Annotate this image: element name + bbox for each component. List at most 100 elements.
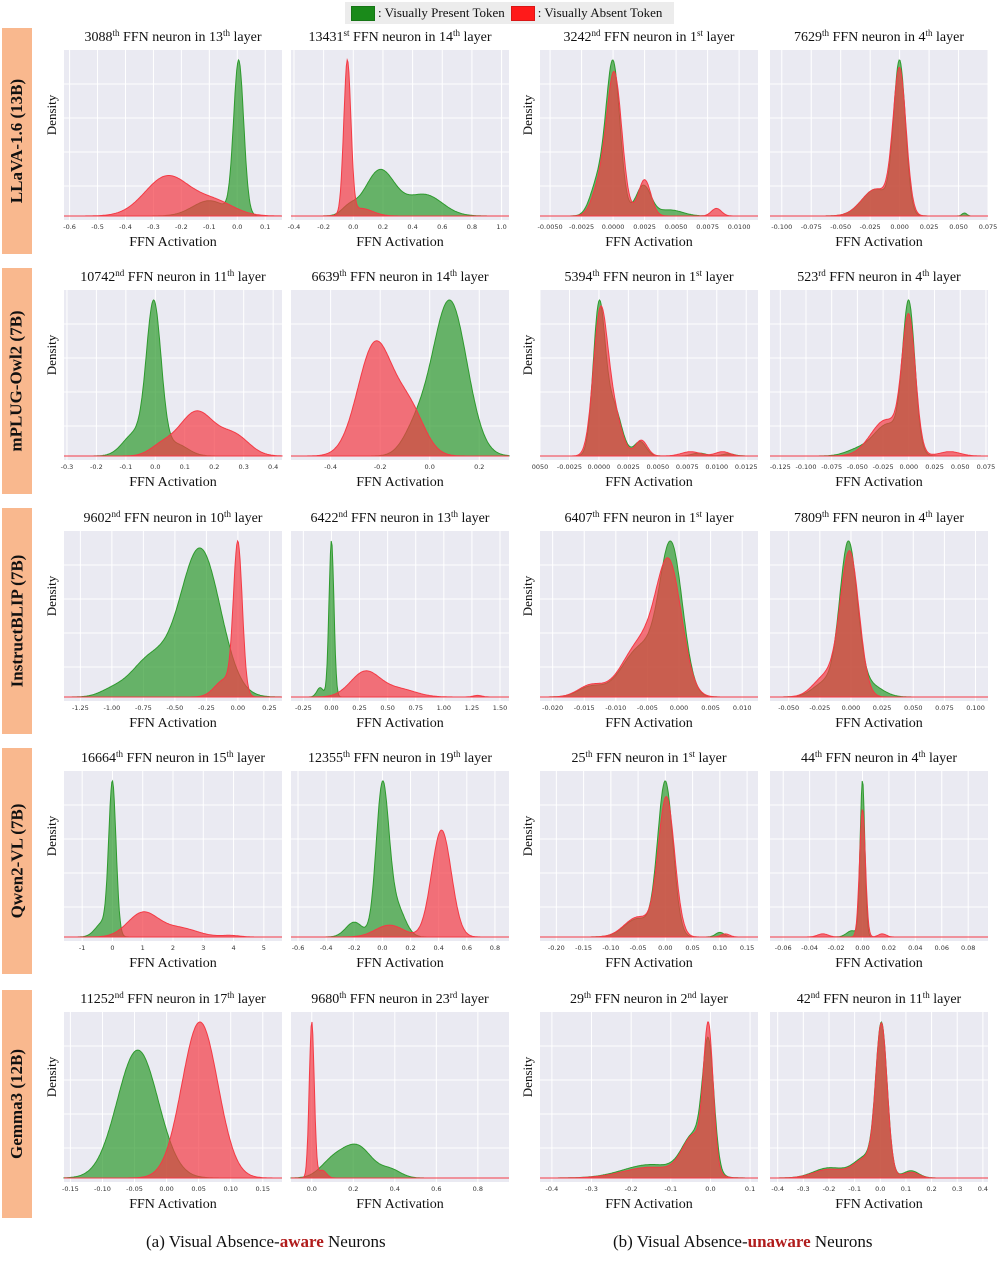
x-axis-label: FFN Activation [356,716,444,731]
series-visually-absent [770,66,988,217]
x-tick-label: -0.05 [126,1185,143,1193]
x-tick-label: -0.4 [119,223,132,231]
panel-title: 3242nd​ FFN neuron in 1st​ layer [564,28,735,45]
x-axis-label: FFN Activation [605,235,693,250]
density-panel: -0.06 -0.04 -0.02 0.00 0.02 0.04 0.06 0.08 FFN A… [770,749,988,971]
x-tick-label: 1.50 [493,704,507,712]
x-tick-label: -0.2 [175,223,188,231]
density-panel: -0.20 -0.15 -0.10 -0.05 0.00 0.05 0.10 0.15 FFN … [520,749,758,971]
x-tick-label: 5 [262,944,266,952]
x-tick-label: -0.0050 [538,223,563,231]
y-axis-label: Density [44,94,59,135]
x-tick-label: 0.50 [380,704,394,712]
x-tick-label: 0.1 [745,1185,755,1193]
x-tick-label: 0.2 [348,1185,358,1193]
x-tick-label: -0.6 [63,223,76,231]
x-tick-label: 0.00 [855,944,869,952]
panel-title: 13431st​ FFN neuron in 14th​ layer [309,28,492,45]
x-tick-label: 1 [141,944,145,952]
x-tick-label: 0.0050 [665,223,688,231]
x-tick-label: 0.000 [890,223,909,231]
x-tick-label: 0.0 [425,463,435,471]
x-tick-label: -0.3 [147,223,160,231]
series-visually-absent [291,670,509,698]
x-tick-label: 0.04 [908,944,922,952]
x-axis-label: FFN Activation [835,235,923,250]
x-tick-label: -0.025 [860,223,881,231]
x-tick-label: -0.100 [771,223,792,231]
x-tick-label: -0.2 [823,1185,836,1193]
x-tick-label: 0.00 [159,1185,173,1193]
x-axis-label: FFN Activation [356,475,444,490]
series-visually-absent [291,58,509,217]
x-tick-label: -0.05 [630,944,647,952]
x-tick-label: 0.0 [348,223,358,231]
x-axis-label: FFN Activation [356,235,444,250]
x-tick-label: 0.25 [352,704,366,712]
x-tick-label: 0.025 [925,463,944,471]
y-axis-label: Density [44,1056,59,1097]
density-panel: 0.0 0.2 0.4 0.6 0.8 FFN Activation 9680th​ FFN… [290,990,509,1212]
x-tick-label: 0.06 [935,944,949,952]
y-axis-label: Density [520,94,535,135]
x-tick-label: 0.05 [191,1185,205,1193]
panel-title: 523rd​ FFN neuron in 4th​ layer [797,268,961,285]
panel-title: 5394th​ FFN neuron in 1st​ layer [565,268,734,285]
series-visually-absent [770,809,988,938]
x-tick-label: 0.3 [952,1185,962,1193]
x-tick-label: 0.8 [473,1185,483,1193]
panel-title: 7629th​ FFN neuron in 4th​ layer [794,28,964,45]
x-axis-label: FFN Activation [356,1197,444,1212]
x-tick-label: -0.15 [575,944,592,952]
legend-swatch-absent [510,5,535,21]
x-tick-label: -0.2 [317,223,330,231]
x-tick-label: 0.025 [920,223,939,231]
x-tick-label: 0.0 [232,223,242,231]
series-visually-absent [540,70,758,217]
x-tick-label: 0.2 [474,463,484,471]
plot-area [291,531,509,701]
x-axis-label: FFN Activation [605,1197,693,1212]
x-tick-label: 0.1 [260,223,270,231]
x-tick-label: 0.75 [408,704,422,712]
x-tick-label: -0.02 [828,944,845,952]
x-tick-label: -0.4 [324,463,337,471]
x-axis-label: FFN Activation [835,716,923,731]
row-label-mplug: mPLUG-Owl2 (7B) [2,268,32,494]
x-axis-label: FFN Activation [129,1197,217,1212]
x-tick-label: -0.3 [61,463,74,471]
density-panel: -0.15 -0.10 -0.05 0.00 0.05 0.10 0.15 FFN Activ… [44,990,282,1212]
x-tick-label: 0.10 [223,1185,237,1193]
density-panel: -0.4 -0.3 -0.2 -0.1 0.0 0.1 FFN Activation Dens… [520,990,758,1212]
x-tick-label: 1.25 [465,704,479,712]
x-axis-label: FFN Activation [129,956,217,971]
y-axis-label: Density [44,334,59,375]
series-visually-absent [64,175,282,217]
x-tick-label: 0.0100 [728,223,751,231]
panel-title: 9602nd​ FFN neuron in 10th​ layer [84,509,263,526]
panel-title: 10742nd​ FFN neuron in 11th​ layer [80,268,266,285]
x-tick-label: 0.4 [390,1185,400,1193]
density-panel: -0.4 -0.3 -0.2 -0.1 0.0 0.1 0.2 0.3 0.4 FFN Activ… [770,990,988,1212]
x-tick-label: -1.00 [103,704,120,712]
density-panel: -0.4 -0.2 0.0 0.2 0.4 0.6 0.8 1.0 FFN Activation… [288,28,509,250]
x-tick-label: 0.0125 [735,463,758,471]
x-tick-label: 0.0 [150,463,160,471]
panel-title: 44th​ FFN neuron in 4th​ layer [801,749,957,766]
series-visually-absent [291,829,509,938]
x-tick-label: -0.25 [295,704,312,712]
x-tick-label: -0.050 [830,223,851,231]
x-tick-label: -0.4 [320,944,333,952]
caption-b-prefix: (b) Visual Absence- [613,1232,748,1251]
x-tick-label: -0.75 [135,704,152,712]
density-panel: -1.25 -1.00 -0.75 -0.50 -0.25 0.00 0.25 FFN Act… [44,509,282,731]
density-panel: -0.0050 -0.0025 0.0000 0.0025 0.0050 0.0075 0.… [520,28,758,250]
caption-a-prefix: (a) Visual Absence- [146,1232,280,1251]
x-tick-label: 1.00 [437,704,451,712]
x-tick-label: -1.25 [72,704,89,712]
x-tick-label: 0.0100 [705,463,728,471]
x-tick-label: -0.2 [90,463,103,471]
x-tick-label: 1.0 [496,223,506,231]
legend-swatch-present [351,5,375,21]
panel-title: 25th​ FFN neuron in 1st​ layer [572,749,727,766]
